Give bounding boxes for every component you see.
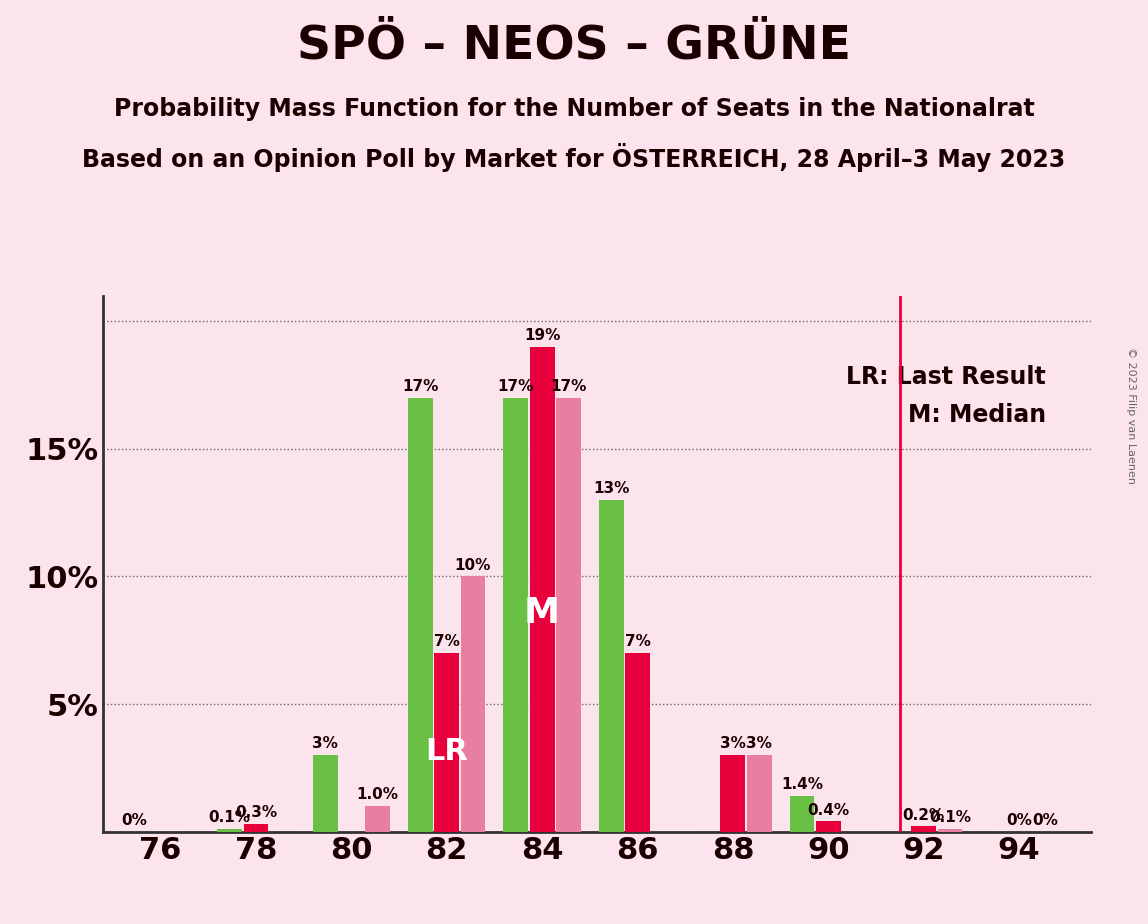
Text: 0.1%: 0.1% bbox=[929, 810, 971, 825]
Text: 17%: 17% bbox=[550, 379, 587, 394]
Text: M: M bbox=[525, 596, 560, 630]
Text: 13%: 13% bbox=[594, 481, 629, 496]
Text: Probability Mass Function for the Number of Seats in the Nationalrat: Probability Mass Function for the Number… bbox=[114, 97, 1034, 121]
Bar bbox=[529, 346, 554, 832]
Text: 17%: 17% bbox=[498, 379, 534, 394]
Bar bbox=[599, 500, 623, 832]
Bar bbox=[746, 755, 771, 832]
Text: 0%: 0% bbox=[1032, 813, 1058, 828]
Text: SPÖ – NEOS – GRÜNE: SPÖ – NEOS – GRÜNE bbox=[297, 23, 851, 68]
Bar bbox=[217, 829, 242, 832]
Bar bbox=[626, 653, 650, 832]
Bar bbox=[938, 829, 962, 832]
Bar bbox=[721, 755, 745, 832]
Text: 1.0%: 1.0% bbox=[357, 787, 398, 802]
Bar bbox=[434, 653, 459, 832]
Text: 0%: 0% bbox=[1006, 813, 1032, 828]
Text: 10%: 10% bbox=[455, 557, 491, 573]
Text: 3%: 3% bbox=[746, 736, 773, 751]
Text: © 2023 Filip van Laenen: © 2023 Filip van Laenen bbox=[1126, 347, 1135, 484]
Bar bbox=[460, 577, 486, 832]
Text: Based on an Opinion Poll by Market for ÖSTERREICH, 28 April–3 May 2023: Based on an Opinion Poll by Market for Ö… bbox=[83, 143, 1065, 172]
Bar bbox=[556, 397, 581, 832]
Bar bbox=[790, 796, 814, 832]
Text: 19%: 19% bbox=[523, 328, 560, 343]
Bar bbox=[816, 821, 840, 832]
Bar bbox=[504, 397, 528, 832]
Text: 0.3%: 0.3% bbox=[235, 805, 277, 821]
Bar bbox=[408, 397, 433, 832]
Text: LR: LR bbox=[425, 736, 468, 766]
Text: 3%: 3% bbox=[720, 736, 746, 751]
Text: 7%: 7% bbox=[625, 634, 651, 650]
Text: 0.2%: 0.2% bbox=[902, 808, 945, 822]
Bar bbox=[312, 755, 338, 832]
Text: LR: Last Result: LR: Last Result bbox=[846, 365, 1046, 389]
Bar bbox=[243, 824, 269, 832]
Text: 0.1%: 0.1% bbox=[209, 810, 250, 825]
Text: 1.4%: 1.4% bbox=[781, 777, 823, 792]
Text: 0%: 0% bbox=[122, 813, 147, 828]
Bar bbox=[365, 806, 390, 832]
Text: 17%: 17% bbox=[402, 379, 439, 394]
Bar bbox=[912, 826, 936, 832]
Text: 3%: 3% bbox=[312, 736, 338, 751]
Text: 7%: 7% bbox=[434, 634, 459, 650]
Text: M: Median: M: Median bbox=[908, 403, 1046, 427]
Text: 0.4%: 0.4% bbox=[807, 803, 850, 818]
